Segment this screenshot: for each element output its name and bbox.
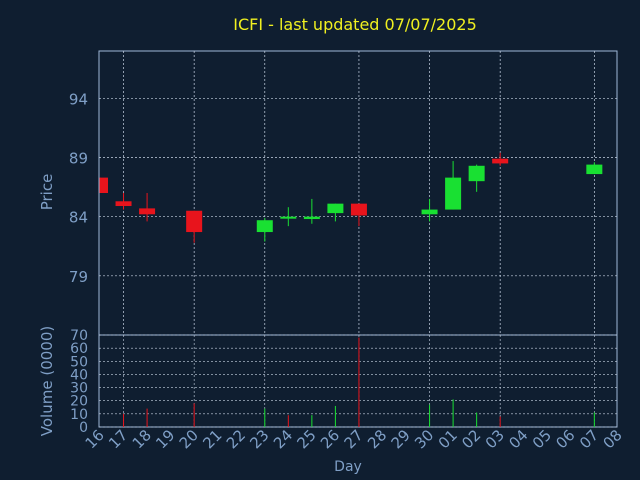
volume-axis-label: Volume (0000) bbox=[38, 326, 56, 436]
x-tick-label: 06 bbox=[552, 426, 578, 452]
x-tick-label: 24 bbox=[270, 426, 296, 452]
price-tick-label: 89 bbox=[69, 150, 88, 168]
candle-body bbox=[303, 216, 320, 220]
x-tick-label: 08 bbox=[599, 426, 625, 452]
x-tick-label: 26 bbox=[317, 426, 343, 452]
x-tick-label: 28 bbox=[364, 426, 390, 452]
price-tick-label: 94 bbox=[69, 90, 88, 108]
x-tick-label: 02 bbox=[458, 426, 484, 452]
price-frame bbox=[98, 50, 618, 336]
volume-tick-label: 0 bbox=[79, 420, 88, 436]
x-tick-label: 07 bbox=[576, 426, 602, 452]
volume-tick-label: 60 bbox=[70, 341, 88, 357]
x-tick-label: 20 bbox=[176, 426, 202, 452]
x-axis-label: Day bbox=[334, 459, 362, 475]
volume-tick-label: 40 bbox=[70, 367, 88, 383]
volume-tick-label: 70 bbox=[70, 328, 88, 344]
x-tick-label: 04 bbox=[505, 426, 531, 452]
candle-body bbox=[186, 210, 203, 233]
x-tick-label: 29 bbox=[388, 426, 414, 452]
x-tick-label: 23 bbox=[246, 426, 272, 452]
volume-tick-label: 10 bbox=[70, 407, 88, 423]
volume-frame bbox=[98, 334, 618, 428]
price-tick-label: 84 bbox=[69, 209, 88, 227]
candle-body bbox=[421, 209, 438, 215]
x-tick-label: 19 bbox=[152, 426, 178, 452]
price-tick-label: 79 bbox=[69, 268, 88, 286]
price-panel: 79 84 89 94 bbox=[69, 50, 618, 336]
x-tick-label: 22 bbox=[223, 426, 249, 452]
candle-body bbox=[445, 177, 462, 210]
candle-body bbox=[327, 203, 344, 214]
x-tick-label: 30 bbox=[411, 426, 437, 452]
x-tick-label: 05 bbox=[529, 426, 555, 452]
volume-tick-label: 50 bbox=[70, 354, 88, 370]
x-tick-label: 17 bbox=[105, 426, 131, 452]
x-axis-ticks: 1617181920212223242526272829300102030405… bbox=[82, 426, 626, 452]
x-tick-label: 21 bbox=[199, 426, 225, 452]
candle-body bbox=[280, 216, 297, 219]
candle-body bbox=[492, 158, 509, 164]
candle-body bbox=[350, 203, 367, 216]
candle-body bbox=[468, 165, 485, 182]
x-tick-label: 27 bbox=[341, 426, 367, 452]
candle-body bbox=[586, 164, 603, 175]
candle-body bbox=[115, 201, 132, 207]
volume-tick-label: 30 bbox=[70, 381, 88, 397]
x-tick-label: 25 bbox=[293, 426, 319, 452]
candle-body bbox=[139, 208, 156, 215]
candle-body bbox=[100, 177, 108, 193]
candle-body bbox=[256, 220, 273, 233]
chart-title: ICFI - last updated 07/07/2025 bbox=[233, 15, 477, 34]
volume-tick-label: 20 bbox=[70, 394, 88, 410]
price-axis-label: Price bbox=[38, 174, 56, 211]
x-tick-label: 03 bbox=[482, 426, 508, 452]
x-tick-label: 18 bbox=[129, 426, 155, 452]
x-tick-label: 01 bbox=[435, 426, 461, 452]
